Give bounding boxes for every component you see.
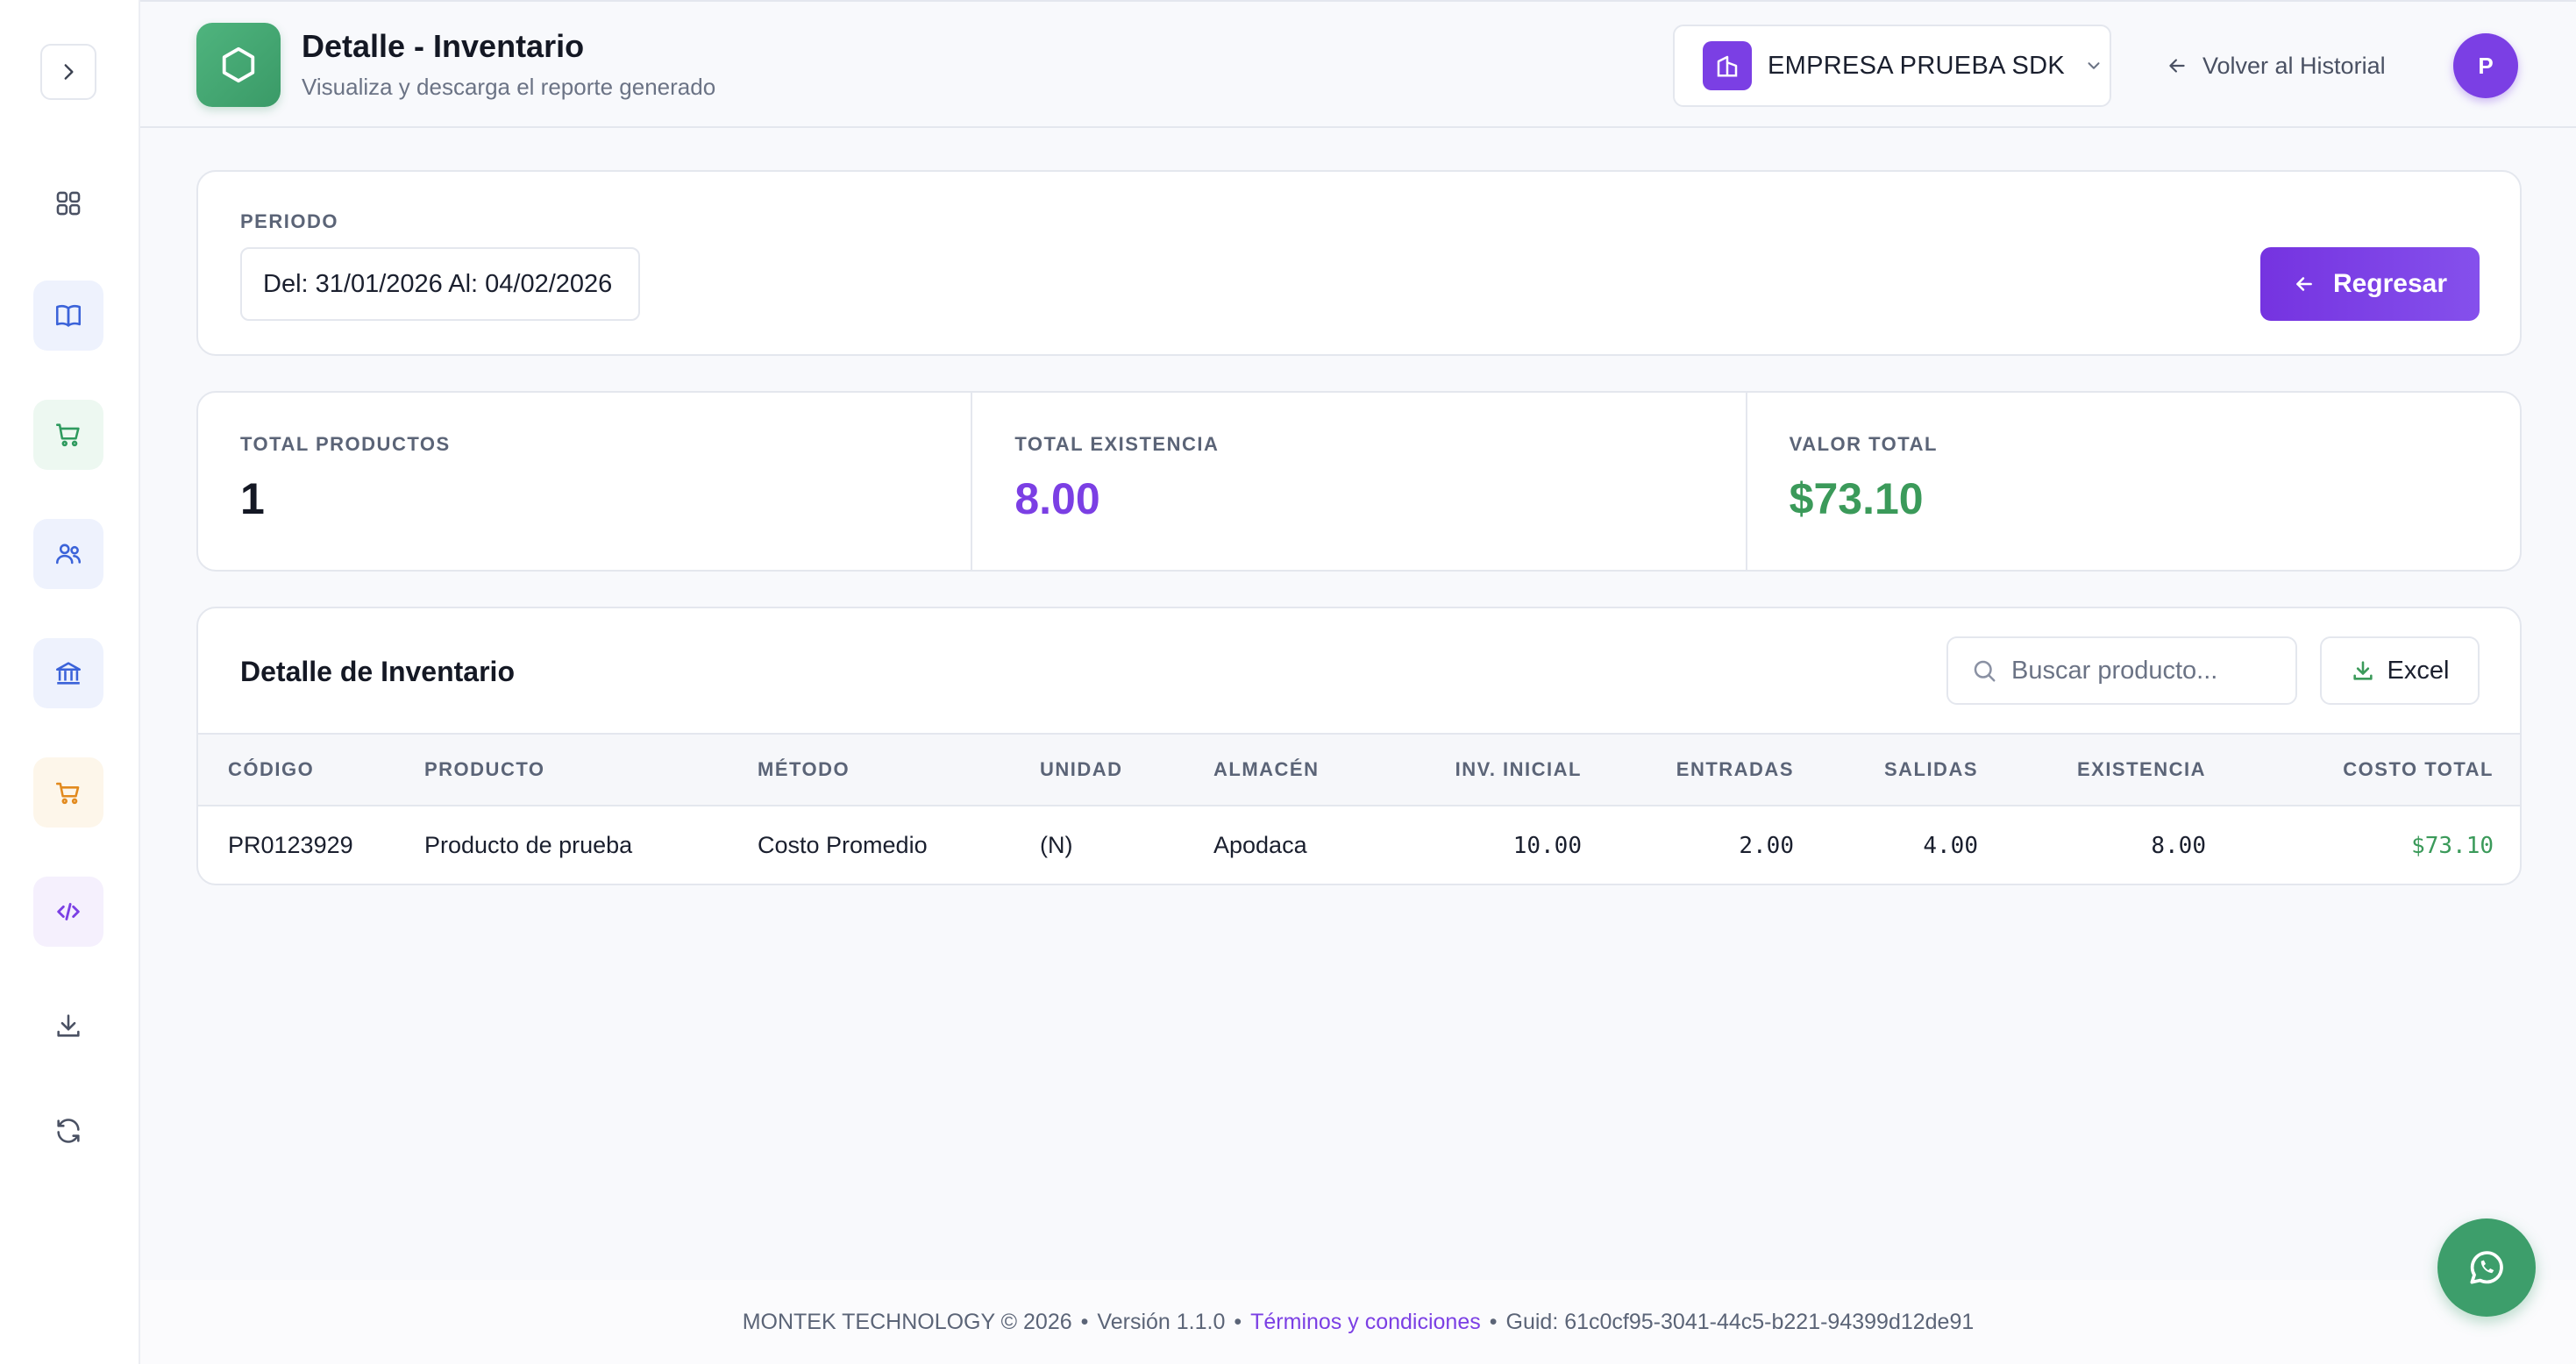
book-icon [55, 304, 82, 327]
code-icon [57, 903, 80, 920]
cell-total-cost: $73.10 [2411, 832, 2494, 859]
search-icon [1974, 660, 1996, 682]
period-card: PERIODO Del: 31/01/2026 Al: 04/02/2026 R… [196, 170, 2522, 356]
stat-total-products: TOTAL PRODUCTOS 1 [198, 393, 973, 570]
footer-company: MONTEK TECHNOLOGY © 2026 [742, 1309, 1072, 1334]
excel-download-button[interactable]: Excel [2320, 636, 2480, 705]
arrow-left-icon [2296, 277, 2312, 291]
download-icon [57, 1014, 80, 1037]
column-header[interactable]: INV. INICIAL [1455, 758, 1582, 780]
chevron-down-icon [2088, 62, 2100, 69]
search-box[interactable] [1946, 636, 2297, 705]
page-title: Detalle - Inventario [302, 28, 585, 64]
stat-value: 8.00 [1014, 474, 1100, 523]
column-header[interactable]: ENTRADAS [1676, 758, 1794, 780]
column-header[interactable]: ALMACÉN [1213, 758, 1320, 780]
regresar-button-label: Regresar [2332, 269, 2448, 298]
footer-guid: Guid: 61c0cf95-3041-44c5-b221-94399d12de… [1505, 1309, 1975, 1334]
footer-separator: • [1080, 1309, 1089, 1334]
dashboard-grid-icon [56, 191, 81, 216]
users-icon [55, 543, 82, 565]
period-value: Del: 31/01/2026 Al: 04/02/2026 [240, 247, 640, 321]
bank-icon [55, 662, 82, 685]
inventory-detail-card: Detalle de Inventario Excel CÓDIGO PRODU… [196, 607, 2522, 885]
sidebar [0, 0, 140, 1364]
stat-label: VALOR TOTAL [1789, 433, 1938, 455]
sidebar-item-bank[interactable] [33, 638, 103, 708]
column-header[interactable]: EXISTENCIA [2076, 758, 2206, 780]
back-to-history-link[interactable]: Volver al Historial [2166, 46, 2386, 86]
hexagon-icon [222, 46, 255, 83]
download-icon [2352, 661, 2373, 680]
cell-initial-inventory: 10.00 [1512, 832, 1582, 859]
cell-product: Producto de prueba [424, 832, 633, 858]
sidebar-toggle-button[interactable] [40, 44, 96, 100]
cell-outputs: 4.00 [1923, 832, 1978, 859]
cell-method: Costo Promedio [758, 832, 928, 858]
chevron-right-icon [64, 64, 74, 80]
page-subtitle: Visualiza y descarga el reporte generado [302, 74, 716, 100]
table-row[interactable]: PR0123929 Producto de prueba Costo Prome… [198, 806, 2520, 884]
top-bar: Detalle - Inventario Visualiza y descarg… [140, 0, 2576, 128]
stat-label: TOTAL EXISTENCIA [1014, 433, 1220, 455]
sidebar-item-sync[interactable] [33, 1096, 103, 1166]
sidebar-item-sales[interactable] [33, 400, 103, 470]
stat-value: 1 [240, 474, 265, 523]
whatsapp-button[interactable] [2437, 1218, 2536, 1317]
column-header[interactable]: MÉTODO [758, 758, 850, 780]
stat-total-value: VALOR TOTAL $73.10 [1747, 393, 2520, 570]
stats-card: TOTAL PRODUCTOS 1 TOTAL EXISTENCIA 8.00 … [196, 391, 2522, 572]
arrow-left-icon [2169, 59, 2185, 73]
cell-warehouse: Apodaca [1213, 832, 1307, 858]
detail-title: Detalle de Inventario [240, 656, 515, 687]
cell-unit: (N) [1040, 832, 1073, 858]
shopping-cart-icon [55, 423, 80, 447]
sidebar-item-users[interactable] [33, 519, 103, 589]
cell-inputs: 2.00 [1739, 832, 1794, 859]
cell-code: PR0123929 [228, 832, 353, 858]
avatar[interactable]: P [2453, 33, 2518, 98]
whatsapp-icon [2470, 1251, 2503, 1284]
company-name: EMPRESA PRUEBA SDK [1768, 51, 2066, 80]
column-header[interactable]: SALIDAS [1883, 758, 1978, 780]
table-header-row: CÓDIGO PRODUCTO MÉTODO UNIDAD ALMACÉN IN… [198, 734, 2520, 806]
footer: MONTEK TECHNOLOGY © 2026 • Versión 1.1.0… [140, 1280, 2576, 1364]
cart-icon [55, 782, 80, 805]
search-input[interactable] [2011, 656, 2292, 686]
sidebar-item-dashboard[interactable] [33, 168, 103, 238]
terms-link[interactable]: Términos y condiciones [1250, 1309, 1481, 1334]
column-header[interactable]: COSTO TOTAL [2343, 758, 2494, 780]
sidebar-item-catalog[interactable] [33, 281, 103, 351]
sidebar-item-developer[interactable] [33, 877, 103, 947]
building-icon [1717, 55, 1738, 77]
period-label: PERIODO [240, 210, 338, 232]
cell-stock: 8.00 [2151, 832, 2206, 859]
footer-version: Versión 1.1.0 [1097, 1309, 1226, 1334]
regresar-button[interactable]: Regresar [2260, 247, 2480, 321]
column-header[interactable]: PRODUCTO [424, 758, 545, 780]
company-icon [1703, 41, 1752, 90]
company-selector[interactable]: EMPRESA PRUEBA SDK [1673, 25, 2111, 107]
excel-button-label: Excel [2387, 656, 2450, 685]
stat-label: TOTAL PRODUCTOS [240, 433, 451, 455]
footer-separator: • [1234, 1309, 1242, 1334]
stat-value: $73.10 [1789, 474, 1924, 523]
app-logo [196, 23, 281, 107]
footer-separator: • [1489, 1309, 1498, 1334]
column-header[interactable]: CÓDIGO [228, 758, 315, 780]
back-link-label: Volver al Historial [2202, 52, 2386, 79]
sidebar-item-downloads[interactable] [33, 991, 103, 1061]
stat-total-stock: TOTAL EXISTENCIA 8.00 [972, 393, 1747, 570]
inventory-table: CÓDIGO PRODUCTO MÉTODO UNIDAD ALMACÉN IN… [198, 733, 2520, 884]
sidebar-item-purchases[interactable] [33, 757, 103, 828]
column-header[interactable]: UNIDAD [1040, 758, 1123, 780]
refresh-icon [57, 1119, 80, 1143]
